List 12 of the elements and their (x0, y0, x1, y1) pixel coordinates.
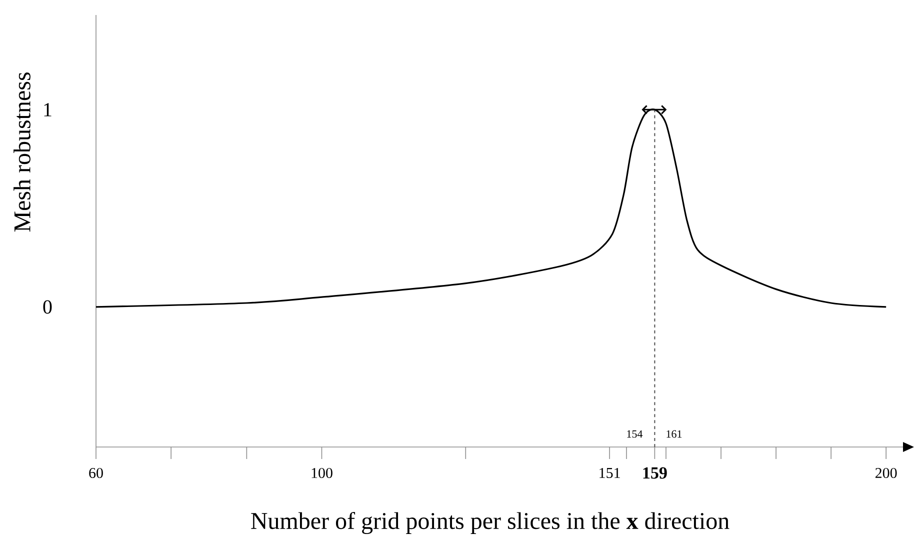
annotation: 154 (627, 430, 643, 438)
y-tick-label: 1 (44, 103, 52, 116)
x-axis-title: Number of grid points per slices in the x direction (251, 512, 730, 534)
y-axis-title: Mesh robustness (14, 72, 30, 232)
x-tick-label: 151 (600, 468, 620, 478)
x-tick-label: 159 (643, 467, 667, 479)
x-tick-label: 100 (312, 468, 332, 478)
line-series (95, 108, 887, 308)
annotation: 161 (666, 430, 682, 438)
x-tick-label: 60 (89, 468, 103, 478)
x-tick-label: 200 (875, 468, 897, 478)
y-tick-label: 0 (43, 300, 52, 314)
